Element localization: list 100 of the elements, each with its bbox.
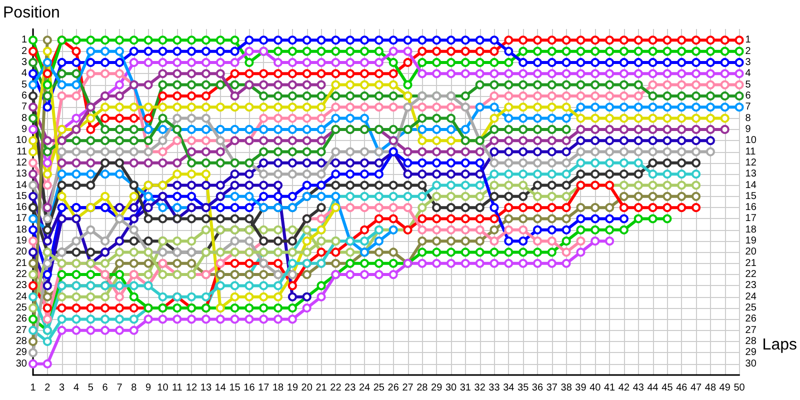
x-tick-label: 3: [59, 382, 66, 394]
point: [648, 91, 658, 100]
point: [259, 292, 268, 302]
point: [590, 147, 600, 156]
point: [360, 192, 370, 201]
point: [230, 192, 240, 201]
point: [504, 147, 514, 156]
point: [490, 180, 499, 190]
point: [360, 80, 370, 90]
point: [662, 124, 672, 134]
x-tick-label: 47: [690, 382, 702, 394]
point: [172, 203, 182, 212]
point: [547, 114, 556, 123]
point: [316, 80, 326, 90]
point: [576, 124, 586, 134]
point: [302, 248, 312, 257]
point: [244, 102, 254, 112]
point: [605, 58, 614, 67]
point: [576, 36, 586, 45]
y-tick-label: 5: [21, 79, 28, 90]
point: [187, 258, 196, 268]
point: [460, 69, 470, 78]
point: [619, 158, 628, 168]
point: [475, 258, 484, 268]
point: [446, 147, 456, 156]
x-tick-label: 30: [445, 382, 457, 394]
point: [374, 58, 384, 67]
point: [274, 192, 283, 201]
point: [662, 147, 672, 156]
point: [490, 136, 499, 146]
point: [302, 236, 312, 246]
point: [172, 180, 182, 190]
point: [244, 192, 254, 201]
point: [129, 314, 138, 324]
x-tick-label: 50: [734, 382, 746, 394]
point: [114, 281, 124, 290]
point: [144, 102, 153, 112]
point: [518, 192, 528, 201]
point: [692, 180, 701, 190]
point: [432, 102, 442, 112]
point: [288, 102, 297, 112]
point: [302, 304, 312, 313]
point: [706, 80, 715, 90]
point: [187, 314, 196, 324]
point: [42, 46, 52, 56]
point: [86, 158, 96, 168]
point: [576, 114, 586, 123]
point: [57, 69, 66, 78]
point: [475, 80, 484, 90]
point: [662, 214, 672, 224]
point: [216, 314, 225, 324]
point: [605, 158, 614, 168]
point: [504, 192, 514, 201]
point: [547, 102, 556, 112]
point: [605, 225, 614, 234]
point: [605, 36, 614, 45]
point: [504, 203, 514, 212]
point: [576, 69, 586, 78]
x-tick-label: 27: [402, 382, 414, 394]
point: [129, 248, 138, 257]
point: [648, 114, 658, 123]
point: [692, 58, 701, 67]
point: [432, 136, 442, 146]
point: [129, 136, 138, 146]
point: [562, 158, 571, 168]
point: [518, 236, 528, 246]
point: [547, 236, 556, 246]
x-tick-label: 8: [131, 382, 138, 394]
point: [259, 192, 268, 201]
point: [72, 248, 81, 257]
point: [201, 214, 210, 224]
point: [28, 248, 38, 257]
point: [418, 203, 427, 212]
point: [562, 124, 571, 134]
point: [201, 292, 210, 302]
point: [418, 236, 427, 246]
point: [187, 124, 196, 134]
point: [316, 114, 326, 123]
point: [288, 58, 297, 67]
y-tick-label: 1: [21, 34, 28, 46]
point: [504, 136, 514, 146]
point: [576, 214, 586, 224]
point: [187, 46, 196, 56]
point: [590, 203, 600, 212]
point: [129, 258, 138, 268]
point: [42, 236, 52, 246]
point: [172, 236, 182, 246]
point: [288, 258, 297, 268]
point: [72, 36, 81, 45]
point: [446, 248, 456, 257]
y-tick-label: 25: [16, 302, 28, 314]
point: [331, 114, 340, 123]
point: [490, 124, 499, 134]
point: [302, 270, 312, 280]
point: [129, 58, 138, 67]
point: [100, 36, 110, 45]
point: [648, 69, 658, 78]
point: [720, 80, 730, 90]
point: [446, 69, 456, 78]
point: [72, 46, 81, 56]
